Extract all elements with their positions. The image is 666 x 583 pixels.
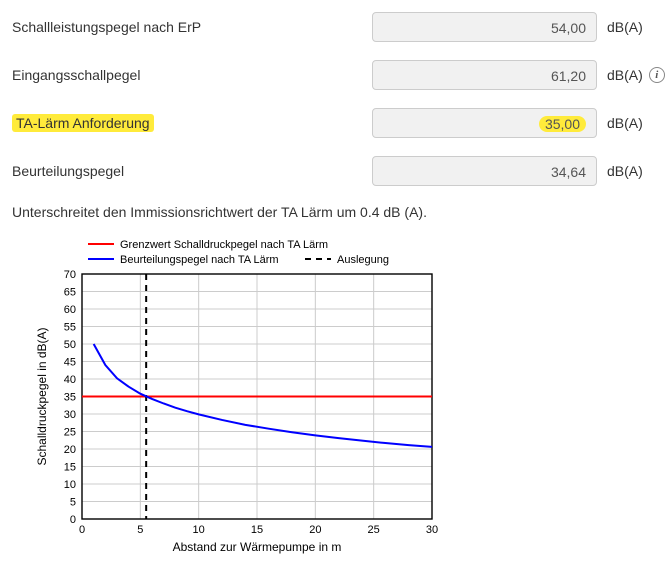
svg-text:25: 25 xyxy=(64,427,76,439)
unit-erp: dB(A) xyxy=(597,19,643,35)
svg-text:60: 60 xyxy=(64,304,76,316)
svg-text:0: 0 xyxy=(79,524,85,536)
input-beur[interactable]: 34,64 xyxy=(372,156,597,186)
svg-text:5: 5 xyxy=(70,497,76,509)
svg-text:35: 35 xyxy=(64,392,76,404)
input-erp[interactable]: 54,00 xyxy=(372,12,597,42)
svg-text:50: 50 xyxy=(64,339,76,351)
svg-text:25: 25 xyxy=(368,524,380,536)
label-ta: TA-Lärm Anforderung xyxy=(12,115,372,131)
svg-text:20: 20 xyxy=(64,444,76,456)
svg-text:15: 15 xyxy=(251,524,263,536)
label-ein: Eingangsschallpegel xyxy=(12,67,372,83)
svg-text:Auslegung: Auslegung xyxy=(337,254,389,266)
svg-text:40: 40 xyxy=(64,374,76,386)
status-text: Unterschreitet den Immissionsrichtwert d… xyxy=(12,204,654,220)
svg-text:0: 0 xyxy=(70,514,76,526)
unit-ta: dB(A) xyxy=(597,115,643,131)
svg-text:20: 20 xyxy=(309,524,321,536)
svg-text:65: 65 xyxy=(64,287,76,299)
svg-text:Grenzwert Schalldruckpegel nac: Grenzwert Schalldruckpegel nach TA Lärm xyxy=(120,239,328,251)
svg-text:Beurteilungspegel nach TA Lärm: Beurteilungspegel nach TA Lärm xyxy=(120,254,279,266)
svg-text:70: 70 xyxy=(64,269,76,281)
unit-ein: dB(A) i xyxy=(597,67,665,83)
svg-text:30: 30 xyxy=(426,524,438,536)
svg-text:15: 15 xyxy=(64,462,76,474)
svg-text:10: 10 xyxy=(193,524,205,536)
svg-text:10: 10 xyxy=(64,479,76,491)
svg-text:45: 45 xyxy=(64,357,76,369)
svg-text:55: 55 xyxy=(64,322,76,334)
sound-pressure-chart: 0 5 10 15 20 25 30 0 5 10 15 20 25 30 35 40 45 50 55 60 65 70… xyxy=(30,234,460,554)
svg-text:30: 30 xyxy=(64,409,76,421)
label-erp: Schallleistungspegel nach ErP xyxy=(12,19,372,35)
svg-text:Schalldruckpegel in dB(A): Schalldruckpegel in dB(A) xyxy=(35,327,49,465)
svg-text:5: 5 xyxy=(137,524,143,536)
input-ein[interactable]: 61,20 xyxy=(372,60,597,90)
info-icon[interactable]: i xyxy=(649,67,665,83)
input-ta[interactable]: 35,00 xyxy=(372,108,597,138)
unit-beur: dB(A) xyxy=(597,163,643,179)
svg-text:Abstand zur Wärmepumpe in m: Abstand zur Wärmepumpe in m xyxy=(173,540,342,554)
label-beur: Beurteilungspegel xyxy=(12,163,372,179)
